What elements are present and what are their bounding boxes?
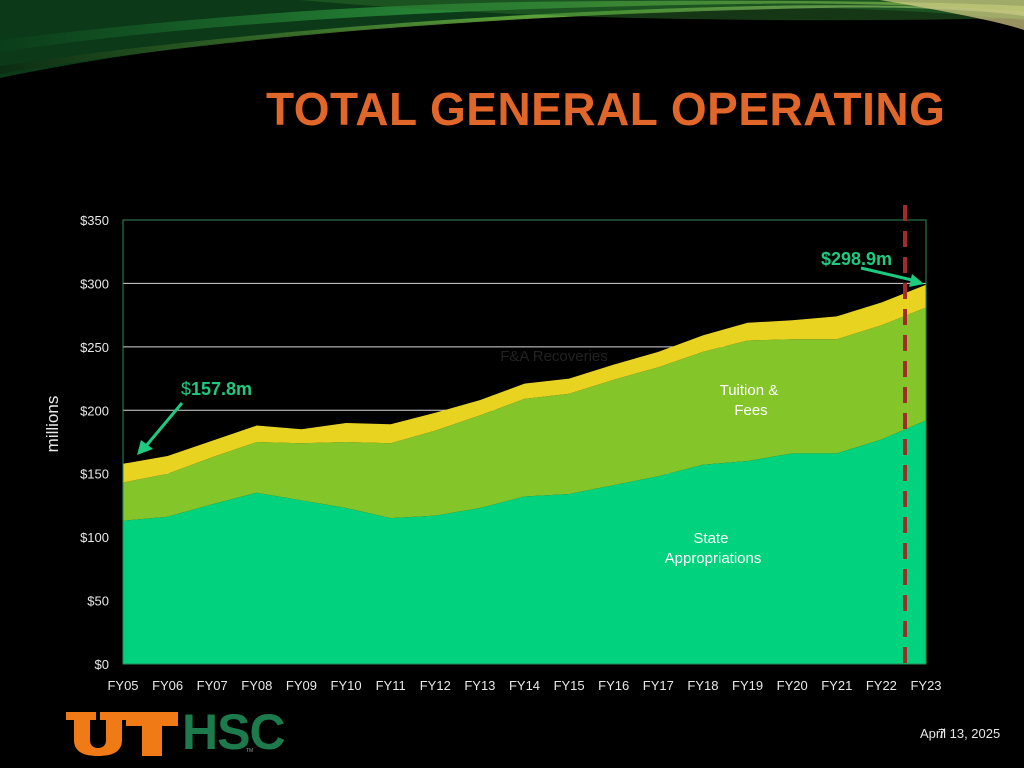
y-tick-label: $250 (80, 340, 109, 355)
y-axis-ticks: $0 $50 $100 $150 $200 $250 $300 $350 (80, 213, 109, 672)
x-axis-ticks: FY05 FY06 FY07 FY08 FY09 FY10 FY11 FY12 FY13 FY14… (107, 678, 941, 693)
x-tick-label: FY08 (241, 678, 272, 693)
x-tick-label: FY07 (197, 678, 228, 693)
x-tick-label: FY22 (866, 678, 897, 693)
x-tick-label: FY15 (554, 678, 585, 693)
x-tick-label: FY09 (286, 678, 317, 693)
x-tick-label: FY13 (464, 678, 495, 693)
area-tuition-fees (123, 307, 926, 521)
y-tick-label: $150 (80, 467, 109, 482)
logo-hsc-text: HSC (182, 704, 286, 760)
slide-page-number: 7 (938, 726, 946, 741)
y-tick-label: $50 (87, 594, 109, 609)
ut-mark-icon (66, 712, 178, 756)
x-tick-label: FY18 (687, 678, 718, 693)
plot-frame (122, 219, 927, 665)
y-axis-label: millions (43, 396, 62, 453)
x-tick-label: FY17 (643, 678, 674, 693)
logo-trademark: TM (246, 748, 254, 754)
x-tick-label: FY06 (152, 678, 183, 693)
annotation-end-value: $298.9m (821, 249, 892, 269)
y-tick-label: $200 (80, 403, 109, 418)
series-label-tuition-fees: Tuition & Fees (720, 382, 783, 419)
uthsc-logo: HSC (66, 704, 286, 760)
y-tick-label: $350 (80, 213, 109, 228)
y-tick-label: $100 (80, 530, 109, 545)
x-tick-label: FY23 (910, 678, 941, 693)
slide-date: April 13, 2025 (920, 726, 1001, 741)
series-label-state-appropriations: State Appropriations (665, 530, 762, 567)
x-tick-label: FY12 (420, 678, 451, 693)
x-tick-label: FY14 (509, 678, 540, 693)
series-label-fa-recoveries: F&A Recoveries (500, 348, 608, 365)
x-tick-label: FY20 (777, 678, 808, 693)
x-tick-label: FY21 (821, 678, 852, 693)
annotation-start-value: $157.8m (181, 379, 252, 399)
header-swoosh (0, 0, 1024, 78)
slide-title: TOTAL GENERAL OPERATING (266, 83, 946, 135)
x-tick-label: FY19 (732, 678, 763, 693)
x-tick-label: FY11 (376, 678, 406, 693)
y-tick-label: $300 (80, 276, 109, 291)
stacked-areas (123, 284, 926, 664)
x-tick-label: FY16 (598, 678, 629, 693)
arrow-start-icon (137, 402, 184, 455)
y-tick-label: $0 (95, 657, 109, 672)
x-tick-label: FY05 (107, 678, 138, 693)
area-fa-recoveries (123, 284, 926, 483)
area-state-appropriations (123, 420, 926, 664)
x-tick-label: FY10 (331, 678, 362, 693)
arrow-end-icon (860, 266, 924, 287)
